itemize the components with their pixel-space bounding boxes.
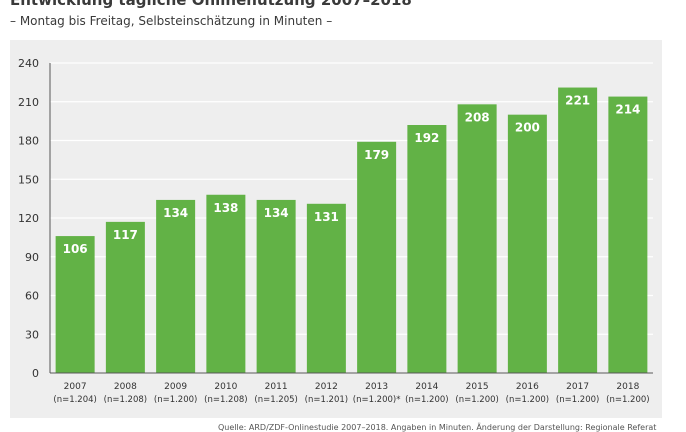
x-tick-label: 2015 — [466, 382, 489, 392]
x-tick-label: 2010 — [214, 382, 237, 392]
bar — [105, 221, 145, 373]
bar — [558, 87, 598, 373]
x-tick-label: 2008 — [114, 382, 137, 392]
bar-value-label: 221 — [565, 94, 590, 108]
chart-panel: 0 30 60 90 120 150 180 210 240 106 2007 (n=1.204) 11… — [10, 40, 662, 418]
x-tick-sample-size: (n=1.201) — [305, 395, 348, 405]
bar-value-label: 106 — [63, 242, 88, 256]
y-tick-label: 120 — [18, 212, 39, 225]
x-tick-label: 2009 — [164, 382, 187, 392]
x-tick-sample-size: (n=1.200) — [154, 395, 197, 405]
bar-value-label: 138 — [213, 201, 238, 215]
y-tick-label: 180 — [18, 135, 39, 148]
bar-value-label: 192 — [414, 131, 439, 145]
x-tick-sample-size: (n=1.204) — [53, 395, 96, 405]
x-tick-label: 2016 — [516, 382, 539, 392]
x-tick-sample-size: (n=1.205) — [254, 395, 297, 405]
y-tick-label: 150 — [18, 173, 39, 186]
bar — [457, 104, 497, 373]
x-tick-sample-size: (n=1.200) — [405, 395, 448, 405]
y-tick-label: 0 — [32, 367, 39, 380]
x-tick-sample-size: (n=1.208) — [204, 395, 247, 405]
y-tick-label: 210 — [18, 96, 39, 109]
bar-value-label: 117 — [113, 228, 138, 242]
bar-value-label: 208 — [465, 110, 490, 124]
chart-subtitle: – Montag bis Freitag, Selbsteinschätzung… — [10, 14, 333, 28]
bar — [206, 194, 246, 373]
bar — [608, 96, 648, 374]
x-tick-label: 2012 — [315, 382, 338, 392]
bar — [407, 125, 447, 373]
x-tick-sample-size: (n=1.200) — [455, 395, 498, 405]
x-tick-sample-size: (n=1.200) — [506, 395, 549, 405]
bar-value-label: 131 — [314, 210, 339, 224]
bar — [357, 141, 397, 373]
bar-value-label: 179 — [364, 148, 389, 162]
bar-value-label: 200 — [515, 121, 540, 135]
bar — [507, 114, 547, 374]
x-tick-label: 2007 — [64, 382, 87, 392]
bar — [256, 199, 296, 373]
x-tick-sample-size: (n=1.200) — [606, 395, 649, 405]
x-tick-sample-size: (n=1.208) — [104, 395, 147, 405]
bar-chart: 0 30 60 90 120 150 180 210 240 106 2007 (n=1.204) 11… — [18, 57, 653, 405]
x-tick-label: 2014 — [415, 382, 438, 392]
bar — [306, 203, 346, 373]
source-note: Quelle: ARD/ZDF-Onlinestudie 2007–2018. … — [218, 423, 657, 432]
bar-value-label: 134 — [163, 206, 188, 220]
y-tick-label: 90 — [25, 251, 39, 264]
x-tick-label: 2018 — [616, 382, 639, 392]
bar — [156, 199, 196, 373]
bar-value-label: 134 — [264, 206, 289, 220]
x-tick-label: 2011 — [265, 382, 288, 392]
y-tick-label: 30 — [25, 328, 39, 341]
y-tick-label: 60 — [25, 290, 39, 303]
bar — [55, 236, 95, 373]
y-tick-label: 240 — [18, 57, 39, 70]
x-tick-label: 2017 — [566, 382, 589, 392]
chart-title: Entwicklung tägliche Onlinenutzung 2007–… — [10, 0, 412, 9]
x-tick-sample-size: (n=1.200)* — [353, 395, 401, 405]
x-tick-sample-size: (n=1.200) — [556, 395, 599, 405]
bar-value-label: 214 — [615, 103, 640, 117]
x-tick-label: 2013 — [365, 382, 388, 392]
